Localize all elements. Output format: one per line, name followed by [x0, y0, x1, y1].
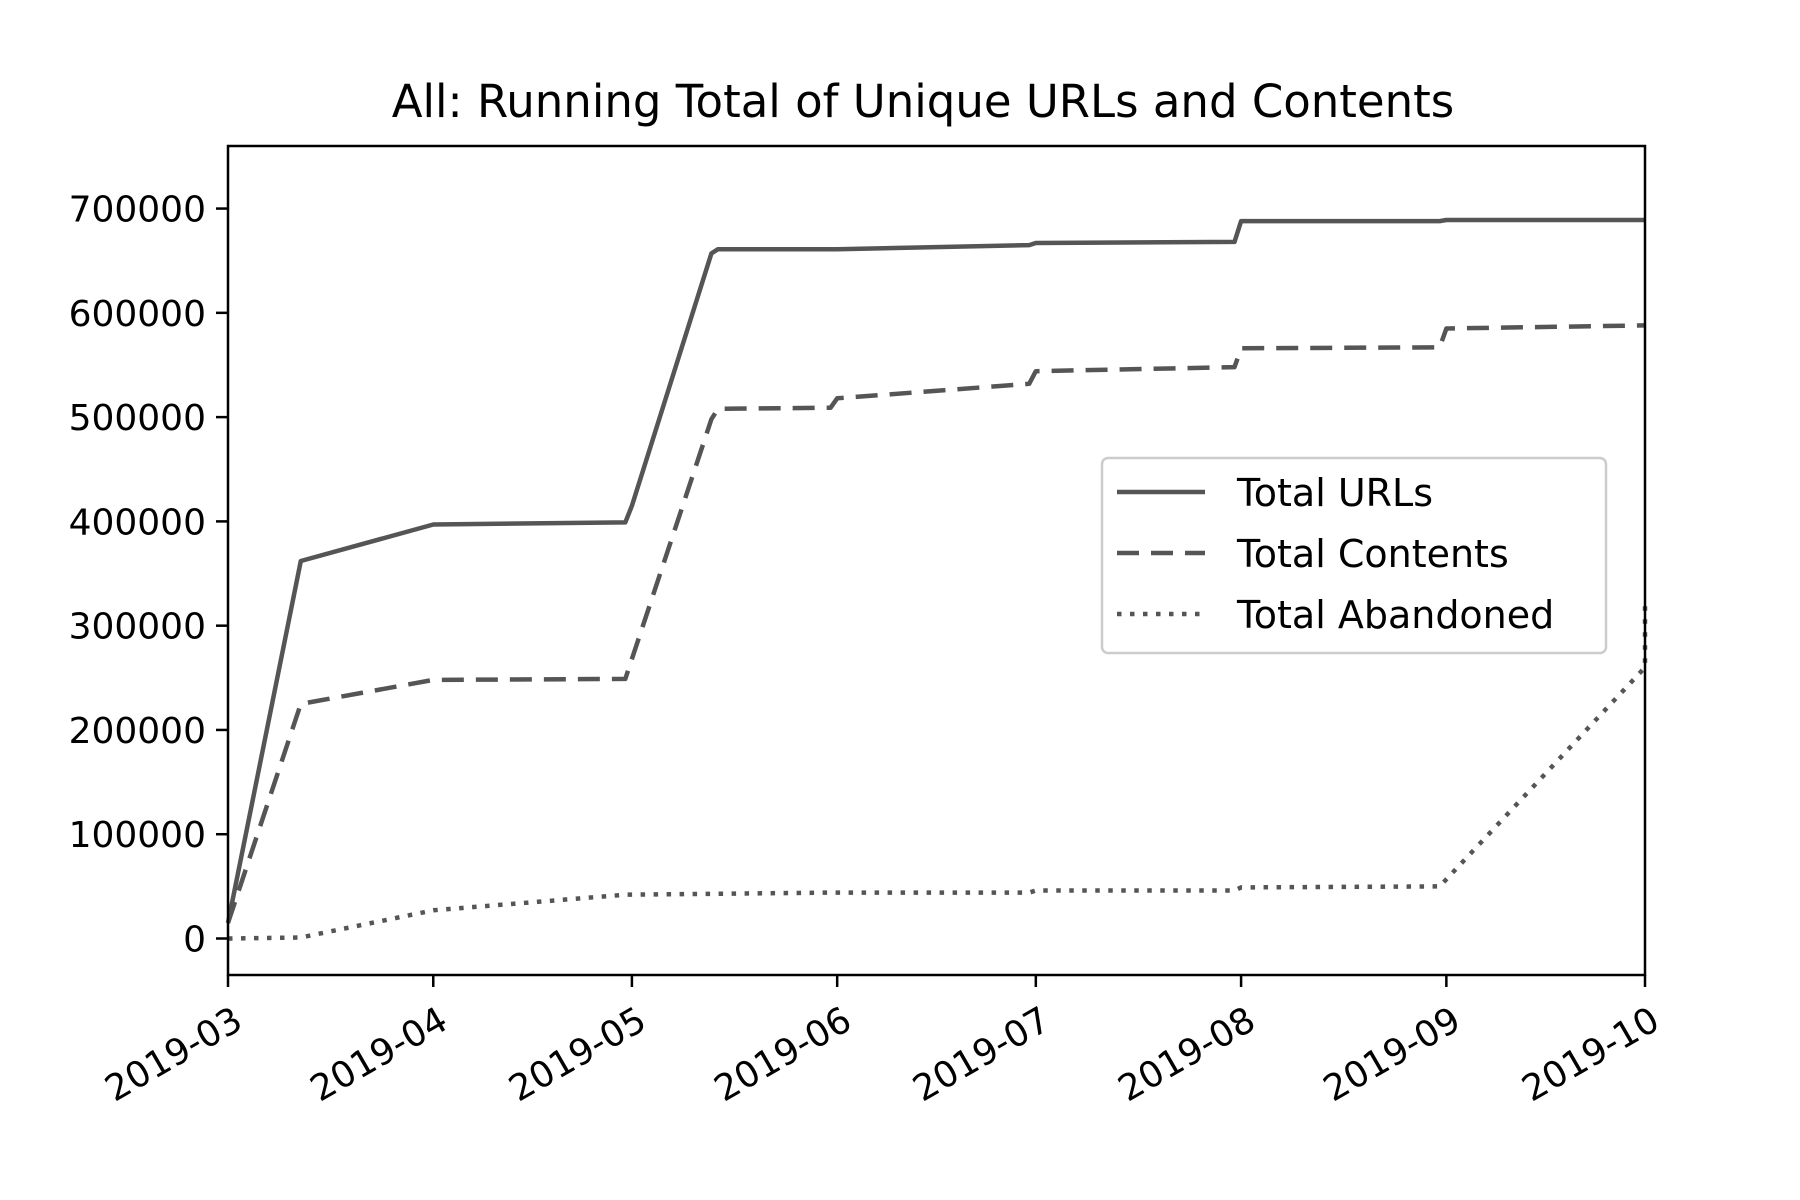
legend: Total URLs Total Contents Total Abandoned — [1100, 456, 1608, 655]
y-tick-label: 600000 — [69, 294, 206, 335]
legend-label-total-contents: Total Contents — [1236, 532, 1509, 576]
y-axis: 0 100000 200000 300000 400000 500000 600000 700… — [69, 190, 228, 961]
y-tick-label: 0 — [183, 920, 206, 961]
y-tick-label: 200000 — [69, 711, 206, 752]
y-tick-label: 300000 — [69, 607, 206, 648]
plot-frame — [226, 144, 1647, 977]
series-line-total-abandoned — [227, 604, 1648, 941]
legend-label-total-abandoned: Total Abandoned — [1236, 593, 1554, 637]
legend-box — [1100, 456, 1608, 655]
y-tick-label: 400000 — [69, 502, 206, 543]
series-line-total-contents — [225, 323, 1646, 924]
series-line-total-urls — [225, 217, 1645, 924]
plot-area — [225, 217, 1648, 941]
chart-title: All: Running Total of Unique URLs and Co… — [392, 75, 1454, 128]
y-tick-label: 500000 — [69, 398, 206, 439]
legend-label-total-urls: Total URLs — [1236, 471, 1433, 515]
y-tick-label: 100000 — [69, 815, 206, 856]
y-tick-label: 700000 — [69, 190, 206, 231]
